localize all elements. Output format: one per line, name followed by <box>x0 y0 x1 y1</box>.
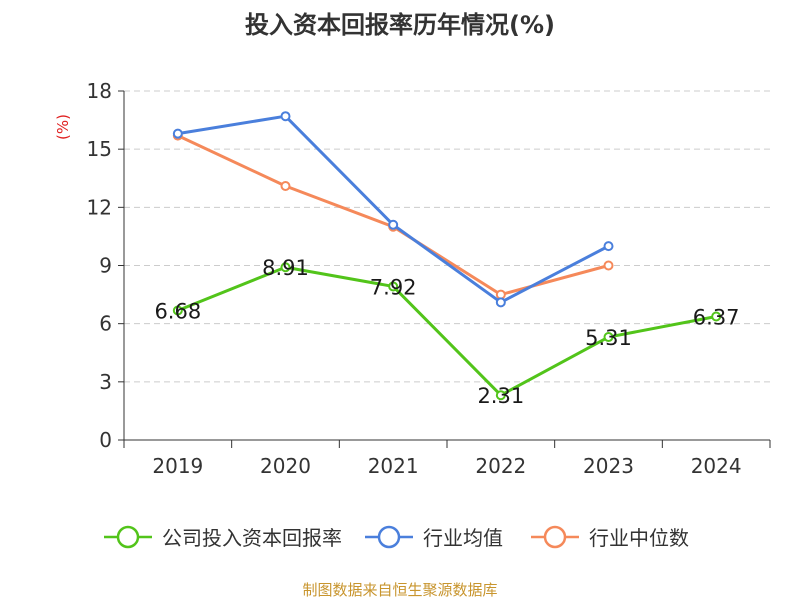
data-label: 5.31 <box>585 326 632 350</box>
legend: 公司投入资本回报率 行业均值 行业中位数 <box>104 525 689 550</box>
data-point[interactable] <box>280 262 291 273</box>
y-tick-label: 0 <box>99 428 112 452</box>
data-point[interactable] <box>495 297 506 308</box>
grid-layer <box>124 90 770 383</box>
data-point[interactable] <box>172 128 183 139</box>
y-axis-unit-label: (%) <box>54 114 72 140</box>
data-point[interactable] <box>495 390 506 401</box>
data-point[interactable] <box>280 111 291 122</box>
data-label: 2.31 <box>477 384 524 408</box>
data-point[interactable] <box>603 332 614 343</box>
y-tick-label: 6 <box>99 312 112 336</box>
y-tick-label: 9 <box>99 254 112 278</box>
legend-label: 行业均值 <box>423 526 503 550</box>
y-tick-label: 12 <box>87 195 112 219</box>
x-tick-label: 2021 <box>368 454 419 478</box>
data-label: 6.37 <box>693 305 740 329</box>
series-line <box>177 134 609 297</box>
data-point[interactable] <box>388 219 399 230</box>
legend-item-3[interactable]: 行业中位数 <box>531 525 689 550</box>
series-1 <box>172 262 722 401</box>
series-layer <box>172 111 722 401</box>
data-label: 7.92 <box>370 275 417 299</box>
legend-swatch-marker <box>543 525 567 549</box>
axes-layer: 0 3 6 9 12 15 18 2019 2020 2021 2022 2023 2024 <box>87 79 771 478</box>
y-tick-label: 15 <box>87 137 112 161</box>
legend-label: 行业中位数 <box>589 526 689 550</box>
legend-swatch-marker <box>116 525 140 549</box>
data-point[interactable] <box>280 181 291 192</box>
series-2 <box>172 111 614 308</box>
data-point[interactable] <box>603 260 614 271</box>
legend-label: 公司投入资本回报率 <box>162 526 342 550</box>
x-tick-label: 2023 <box>583 454 634 478</box>
x-tick-label: 2020 <box>260 454 311 478</box>
legend-item-1[interactable]: 公司投入资本回报率 <box>104 525 342 550</box>
y-tick-label: 3 <box>99 370 112 394</box>
data-point[interactable] <box>172 305 183 316</box>
legend-swatch-marker <box>377 525 401 549</box>
source-note: 制图数据来自恒生聚源数据库 <box>302 581 497 599</box>
series-line <box>177 114 610 304</box>
data-point[interactable] <box>711 311 722 322</box>
data-point[interactable] <box>603 241 614 252</box>
legend-item-2[interactable]: 行业均值 <box>365 525 503 550</box>
data-label: 8.91 <box>262 256 309 280</box>
series-3 <box>172 130 614 300</box>
series-line <box>177 265 717 397</box>
x-tick-label: 2019 <box>152 454 203 478</box>
x-tick-label: 2022 <box>475 454 526 478</box>
x-tick-label: 2024 <box>691 454 742 478</box>
data-point[interactable] <box>388 281 399 292</box>
y-tick-label: 18 <box>87 79 112 103</box>
chart-title: 投入资本回报率历年情况(%) <box>245 11 555 39</box>
data-label: 6.68 <box>154 299 201 323</box>
data-labels-layer: 6.68 8.91 7.92 2.31 5.31 6.37 <box>154 256 739 408</box>
